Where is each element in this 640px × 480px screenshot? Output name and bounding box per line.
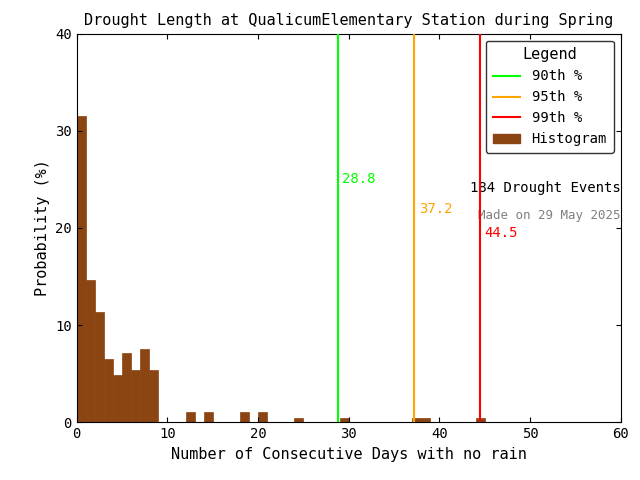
Text: Made on 29 May 2025: Made on 29 May 2025 — [478, 208, 621, 222]
Bar — [340, 418, 349, 422]
Bar — [476, 418, 485, 422]
Bar — [149, 370, 158, 422]
Bar — [412, 418, 421, 422]
Text: 37.2: 37.2 — [419, 202, 452, 216]
X-axis label: Number of Consecutive Days with no rain: Number of Consecutive Days with no rain — [171, 447, 527, 462]
Bar — [294, 418, 303, 422]
Bar — [204, 412, 212, 422]
Bar — [77, 116, 86, 422]
Legend: 90th %, 95th %, 99th %, Histogram: 90th %, 95th %, 99th %, Histogram — [486, 40, 614, 153]
Bar — [186, 412, 195, 422]
Bar — [421, 418, 430, 422]
Bar — [240, 412, 249, 422]
Text: 184 Drought Events: 184 Drought Events — [470, 181, 621, 195]
Title: Drought Length at QualicumElementary Station during Spring: Drought Length at QualicumElementary Sta… — [84, 13, 613, 28]
Bar — [131, 370, 140, 422]
Bar — [113, 375, 122, 422]
Bar — [104, 359, 113, 422]
Text: 28.8: 28.8 — [342, 172, 376, 186]
Bar — [258, 412, 268, 422]
Bar — [122, 353, 131, 422]
Bar — [140, 348, 149, 422]
Bar — [95, 312, 104, 422]
Text: 44.5: 44.5 — [485, 226, 518, 240]
Y-axis label: Probability (%): Probability (%) — [35, 159, 50, 297]
Bar — [86, 279, 95, 422]
